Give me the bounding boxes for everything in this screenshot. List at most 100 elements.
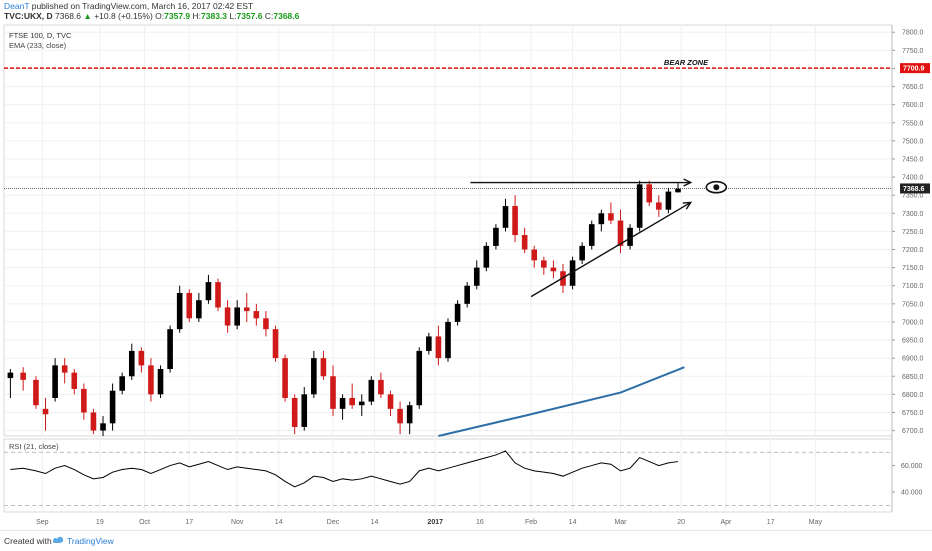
author-link[interactable]: DeanT xyxy=(4,1,30,11)
candle-body xyxy=(119,376,125,391)
candle-body xyxy=(148,365,154,395)
candle-body xyxy=(320,358,327,377)
x-tick-label: 19 xyxy=(96,519,104,526)
candle-body xyxy=(483,245,490,268)
candle-body xyxy=(656,202,662,210)
x-tick-label: Sep xyxy=(36,519,49,526)
chart-canvas[interactable]: Sep 19 Oct 17 Nov 14 Dec 14 2017 16 Feb 14 Mar 20 Apr 1… xyxy=(0,0,932,530)
y-tick-label: 7000.0 xyxy=(902,319,924,326)
low-value: 7357.6 xyxy=(236,11,263,21)
y-tick-label: 6700.0 xyxy=(902,428,924,435)
open-value: 7357.9 xyxy=(164,11,191,21)
candle-body xyxy=(387,394,394,409)
change-text: +10.8 (+0.15%) xyxy=(94,11,153,21)
candle-body xyxy=(531,249,538,261)
candle-body xyxy=(339,397,346,409)
x-tick-label: Feb xyxy=(525,519,537,526)
candle-body xyxy=(416,350,423,406)
last-price-label: 7368.6 xyxy=(903,186,925,193)
candle-body xyxy=(330,376,336,409)
candle-body xyxy=(301,394,308,427)
high-value: 7383.3 xyxy=(201,11,228,21)
candle-body xyxy=(291,397,298,427)
candle-body xyxy=(109,390,116,424)
rsi-y-tick-label: 40.000 xyxy=(901,490,923,497)
candle-body xyxy=(608,213,614,221)
tradingview-link[interactable]: TradingView xyxy=(67,536,114,546)
candle-body xyxy=(71,372,78,389)
candle-body xyxy=(100,423,106,431)
ema-233-line xyxy=(438,366,685,437)
x-tick-label: 14 xyxy=(569,519,577,526)
y-tick-label: 7750.0 xyxy=(902,48,924,55)
x-tick-label: Mar xyxy=(614,519,627,526)
low-label: L: xyxy=(229,11,237,21)
x-tick-label: Oct xyxy=(139,519,150,526)
high-label: H: xyxy=(192,11,202,21)
candle-body xyxy=(454,303,461,322)
candle-body xyxy=(675,188,681,193)
bear-zone-price-tag xyxy=(900,63,930,74)
candle-body xyxy=(196,300,202,319)
candle-body xyxy=(81,388,87,413)
y-tick-label: 7800.0 xyxy=(902,30,924,37)
candle-body xyxy=(579,245,585,261)
indicator-label: EMA (233, close) xyxy=(9,41,67,50)
y-tick-label: 7100.0 xyxy=(902,283,924,290)
last-price-tag xyxy=(900,183,930,194)
candle-body xyxy=(215,282,221,308)
rsi-pane xyxy=(3,438,893,513)
x-tick-label: 16 xyxy=(476,519,484,526)
y-tick-label: 6750.0 xyxy=(902,410,924,417)
candle-body xyxy=(90,412,97,431)
y-tick-label: 7500.0 xyxy=(902,138,924,145)
y-tick-label: 7150.0 xyxy=(902,265,924,272)
x-tick-label: 17 xyxy=(767,519,775,526)
candle-body xyxy=(598,213,605,225)
close-value: 7368.6 xyxy=(273,11,300,21)
symbol-label: TVC:UKX, D xyxy=(4,11,53,21)
ohlc-line: TVC:UKX, D 7368.6 ▲ +10.8 (+0.15%) O:735… xyxy=(4,11,904,21)
candle-body xyxy=(42,408,49,415)
candle-body xyxy=(186,292,193,319)
candle-body xyxy=(33,379,39,406)
change-up-icon: ▲ xyxy=(83,11,92,21)
candle-body xyxy=(636,184,643,228)
candle-body xyxy=(253,311,260,319)
candle-body xyxy=(665,191,672,210)
candle-body xyxy=(378,379,384,395)
rsi-line xyxy=(10,450,679,488)
created-with-text: Created with xyxy=(4,536,52,546)
x-tick-label: 2017 xyxy=(427,519,443,526)
y-tick-label: 6800.0 xyxy=(902,392,924,399)
candle-body xyxy=(167,329,173,370)
candle-body xyxy=(406,405,413,424)
open-label: O: xyxy=(155,11,165,21)
candle-body xyxy=(157,369,164,395)
chart-title: FTSE 100, D, TVC xyxy=(9,31,72,40)
candle-body xyxy=(52,365,58,398)
last-price-text: 7368.6 xyxy=(55,11,82,21)
y-tick-label: 7300.0 xyxy=(902,211,924,218)
candle-body xyxy=(445,321,451,359)
resistance-arrow-head xyxy=(683,178,693,187)
eye-pupil-icon xyxy=(713,184,720,191)
candle-body xyxy=(521,235,528,250)
candle-body xyxy=(128,350,135,377)
candle-body xyxy=(550,267,557,272)
y-tick-label: 7550.0 xyxy=(902,120,924,127)
x-tick-label: 14 xyxy=(371,519,379,526)
bear-zone-label: BEAR ZONE xyxy=(664,58,709,67)
candle-body xyxy=(502,206,509,228)
y-tick-label: 6950.0 xyxy=(902,338,924,345)
candle-body xyxy=(541,260,547,268)
candle-body xyxy=(397,408,403,424)
x-tick-label: 20 xyxy=(677,519,685,526)
candle-body xyxy=(426,336,432,351)
footer: Created with TradingView xyxy=(0,530,932,551)
y-tick-label: 7450.0 xyxy=(902,156,924,163)
support-arrow-head xyxy=(682,201,693,210)
candle-body xyxy=(176,292,183,330)
candle-body xyxy=(282,358,288,398)
candle-body xyxy=(473,267,480,286)
